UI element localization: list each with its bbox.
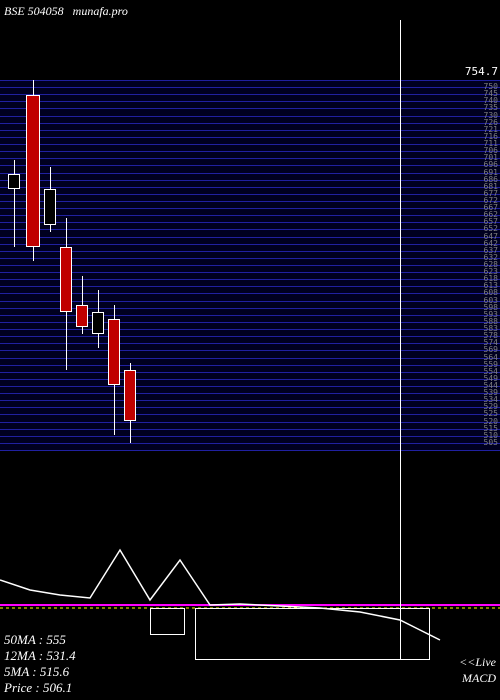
ma50-label: 50MA : 555 <box>4 632 76 648</box>
ma5-label: 5MA : 515.6 <box>4 664 76 680</box>
candle <box>108 319 120 384</box>
macd-hist-box <box>150 608 185 635</box>
chart-header: BSE 504058 munafa.pro <box>4 4 128 19</box>
cursor-vline <box>400 20 401 500</box>
symbol-label: 504058 <box>28 4 64 18</box>
info-box: 50MA : 555 12MA : 531.4 5MA : 515.6 Pric… <box>4 632 76 696</box>
cursor-vline-lower <box>400 500 401 660</box>
candle <box>44 189 56 225</box>
y-top-label: 754.7 <box>465 68 498 76</box>
source-label: munafa.pro <box>73 4 128 18</box>
macd-hist-box <box>195 608 430 660</box>
candle <box>60 247 72 312</box>
ma12-label: 12MA : 531.4 <box>4 648 76 664</box>
candle <box>8 174 20 189</box>
candle <box>124 370 136 421</box>
exchange-label: BSE <box>4 4 25 18</box>
live-label: <<Live <box>459 655 496 670</box>
price-label: Price : 506.1 <box>4 680 76 696</box>
y-tick-label: 505 <box>484 439 498 447</box>
candle <box>26 95 40 247</box>
candle <box>76 305 88 327</box>
macd-label: MACD <box>462 671 496 686</box>
candle <box>92 312 104 334</box>
price-chart: 754.7 7507457407357307267217167117067016… <box>0 20 500 500</box>
